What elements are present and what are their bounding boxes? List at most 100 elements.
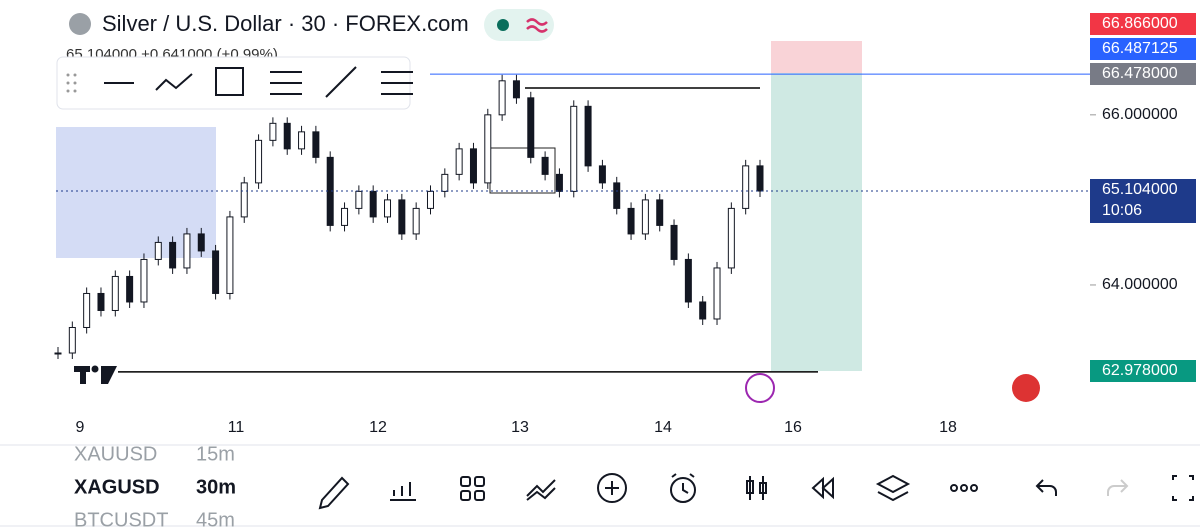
candle-body [355,190,363,209]
candle-body [269,122,277,141]
candle-body [369,190,377,218]
candle-body [312,131,320,158]
add-button[interactable] [597,473,627,503]
candle-body [670,224,678,260]
candle-body [183,233,191,269]
watchlist-interval[interactable]: 45m [196,509,235,527]
candle-body [197,233,205,252]
layers-button[interactable] [875,474,911,502]
watchlist-symbol[interactable]: XAGUSD [74,476,160,498]
watchlist-symbol[interactable]: BTCUSDT [74,509,168,527]
candle-body [426,190,434,209]
x-tick-label: 18 [939,419,957,436]
entry-label: 66.478000 [1102,65,1178,82]
undo-button[interactable] [1035,479,1057,496]
long-position-tool[interactable] [381,71,413,95]
take_profit-label-box [1090,360,1196,382]
drawing-toolbar [56,56,413,110]
take_profit-label: 62.978000 [1102,362,1178,379]
drag-handle[interactable] [66,73,77,93]
x-tick-label: 13 [511,419,529,436]
target-zone [771,73,862,371]
symbol-logo [69,13,91,35]
candle-body [126,275,134,303]
stop_loss-label-box [1090,13,1196,35]
candle-body [68,326,76,354]
path-tool[interactable] [155,73,193,91]
candle-body [97,292,105,311]
short-position-tool[interactable] [270,71,302,95]
candle-body [154,241,162,260]
alert-label: 66.487125 [1102,40,1178,57]
candle-body [384,199,392,218]
watchlist-symbol[interactable]: XAUUSD [74,443,157,465]
chart-type-button[interactable] [746,476,767,500]
candle-body [140,258,148,303]
indicators-button[interactable] [390,482,416,501]
candle-body [527,97,535,158]
candle-body [656,199,664,226]
trend-line-tool[interactable] [325,66,357,98]
y-tick-label: 64.000000 [1102,276,1178,293]
bottom-toolbar [318,473,1194,510]
x-tick-label: 9 [76,419,85,436]
status-pill[interactable] [484,9,554,41]
candle-body [512,80,520,99]
candle-body [255,139,263,184]
candle-body [498,80,506,116]
tv-logo [74,365,117,384]
candle-body [111,275,119,311]
candle-body [283,122,291,150]
candle-body [169,241,177,269]
watchlist-interval[interactable]: 15m [196,443,235,465]
candle-body [742,165,750,209]
event-flag[interactable] [1012,374,1040,402]
alert-label-box [1090,38,1196,60]
candle-body [83,292,91,328]
x-tick-label: 14 [654,419,672,436]
candle-body [484,114,492,184]
replay-button[interactable] [811,476,834,500]
last_price-label-box [1090,179,1196,223]
alert-button[interactable] [670,473,696,503]
draw-button[interactable] [318,476,350,510]
candle-body [226,216,234,294]
market-open-dot [497,19,509,31]
last_price-label: 65.104000 [1102,181,1178,198]
candle-body [54,352,62,355]
candle-body [684,258,692,303]
rectangle-tool[interactable] [215,67,244,96]
candle-body [240,182,248,218]
stop-zone [771,41,862,73]
stop_loss-label: 66.866000 [1102,15,1178,32]
candle-body [713,267,721,320]
news-icon[interactable] [745,373,775,403]
redo-button[interactable] [1107,479,1129,496]
symbol-title: Silver / U.S. Dollar · 30 · FOREX.com [102,11,469,36]
layouts-button[interactable] [460,476,485,501]
candle-body [584,105,592,167]
candle-body [298,131,306,150]
candle-body [627,207,635,235]
x-tick-label: 12 [369,419,387,436]
candle-body [398,199,406,235]
more-button[interactable] [950,484,978,492]
candle-body [756,165,764,192]
entry-label-box [1090,63,1196,85]
range-box [56,127,216,258]
candle-body [699,301,707,320]
watchlist-interval[interactable]: 30m [196,476,236,498]
fullscreen-button[interactable] [1172,475,1194,501]
countdown: 10:06 [1102,202,1142,219]
candle-body [212,250,220,294]
y-tick-label: 66.000000 [1102,106,1178,123]
candle-body [441,173,449,192]
candle-body [613,182,621,209]
candle-body [727,207,735,269]
candle-body [641,199,649,235]
candle-body [469,148,477,184]
candle-body [598,165,606,184]
compare-button[interactable] [526,479,556,501]
